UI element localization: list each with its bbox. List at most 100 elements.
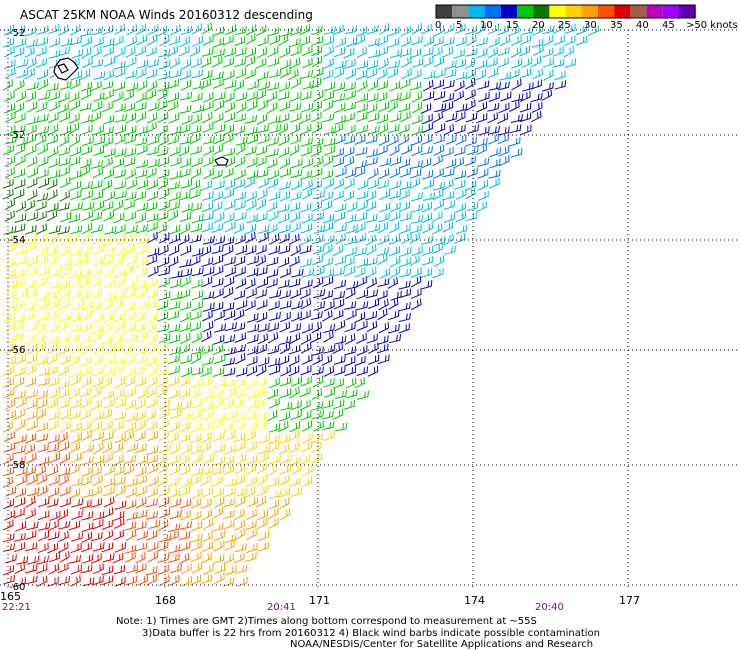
wind-barb [498,102,510,114]
wind-barb [92,312,104,323]
wind-barb [233,179,245,190]
wind-barb [313,90,324,102]
wind-barb [222,286,234,299]
wind-barb [278,181,292,190]
wind-barb [91,421,103,433]
wind-barb [291,158,303,169]
wind-barb [323,137,336,147]
wind-barb [180,268,193,278]
wind-barb [191,562,203,574]
wind-barb [223,553,234,565]
wind-barb [310,441,322,453]
wind-barb [178,124,191,134]
wind-barb [277,123,289,135]
wind-barb [332,122,344,134]
wind-barb [212,344,224,356]
wind-barb [443,233,454,246]
wind-barb [24,377,37,388]
wind-barb [125,46,136,59]
wind-barb [68,388,80,399]
wind-barb [92,343,104,355]
wind-barb [521,57,533,69]
wind-barb [291,463,302,475]
wind-barb [203,145,214,157]
wind-barb [367,80,379,92]
wind-barb [115,46,126,58]
wind-barb [103,355,115,367]
wind-barb [112,454,124,466]
wind-barb [288,255,300,267]
wind-barb [80,47,92,59]
wind-barb [324,145,335,157]
wind-barb [25,508,36,520]
wind-barb [125,499,137,510]
wind-barb [299,258,312,268]
wind-barb [266,464,278,477]
wind-barb [211,389,224,399]
wind-barb [345,309,357,321]
time-labels: 22:21 20:41 20:40 [2,602,564,613]
wind-barb [343,256,355,268]
wind-barb [246,365,258,377]
wind-barb [13,168,26,179]
wind-barb [266,410,278,422]
wind-barb [344,346,357,356]
wind-barb [157,486,169,498]
wind-barb [478,92,490,102]
wind-barb [58,92,70,103]
wind-barb [189,434,202,443]
wind-barb [344,214,357,224]
wind-barb [234,113,247,123]
wind-barb [146,34,158,46]
wind-barb [332,244,344,256]
wind-barb [16,555,29,565]
wind-barb [355,147,368,156]
wind-barb [57,225,70,235]
wind-barb [245,24,257,36]
wind-barb [123,301,135,312]
wind-barb [312,289,326,299]
wind-barb [168,354,180,364]
wind-barb [125,421,137,433]
wind-barb [532,68,543,80]
wind-barb [80,499,92,510]
wind-barb [125,399,136,411]
wind-barb [135,443,147,454]
wind-barb [387,124,400,134]
wind-barb [156,300,169,311]
lon-label: 177 [619,594,640,607]
wind-barb [169,146,181,157]
wind-barb [300,365,312,376]
wind-barb [258,444,271,455]
lat-label: -52 [9,28,25,39]
wind-barb [80,145,93,156]
wind-barb [420,280,433,290]
wind-barb [257,333,269,345]
wind-barb [344,81,356,92]
wind-barb [223,69,235,81]
wind-barb [246,508,257,521]
wind-barb [146,146,160,156]
wind-barb [510,148,523,158]
wind-barb [224,101,236,113]
wind-barb [334,320,346,332]
wind-barb [290,77,302,90]
wind-barb [102,235,114,246]
wind-barb [256,462,268,475]
wind-barb [79,322,92,333]
wind-barb [2,543,16,552]
wind-barb [69,146,81,157]
wind-barb [411,91,423,103]
wind-barb [156,124,168,136]
wind-barb [311,101,323,112]
lon-label: 165 [0,590,21,603]
wind-barb [223,256,236,266]
wind-barb [247,134,258,145]
wind-barb [103,46,115,58]
wind-barb [222,357,235,367]
wind-barb [235,564,248,574]
wind-barb [38,177,49,189]
wind-barb [102,38,115,48]
wind-barb [37,299,49,310]
wind-barb [233,553,245,564]
